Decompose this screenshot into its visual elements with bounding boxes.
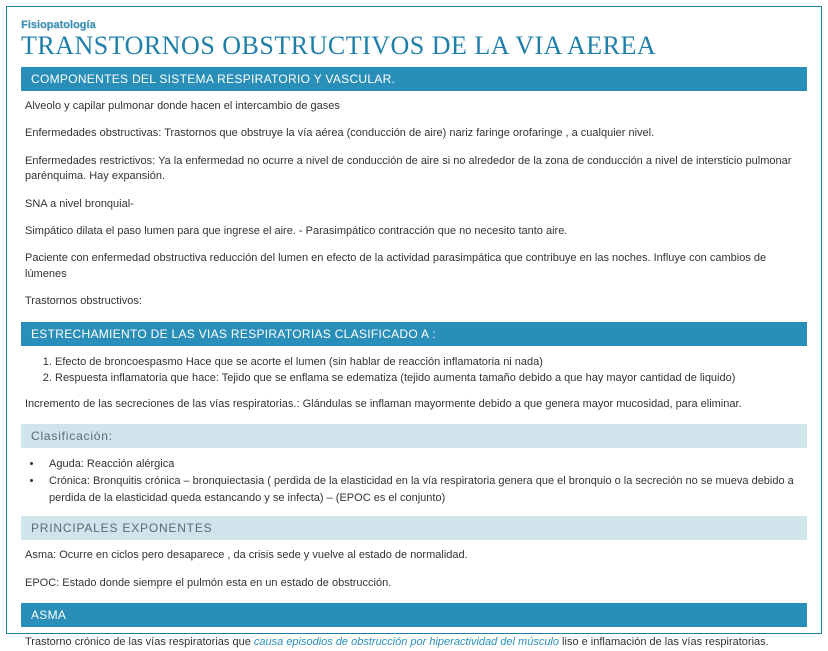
paragraph: EPOC: Estado donde siempre el pulmón est… bbox=[25, 576, 803, 591]
section-header-asma: ASMA bbox=[21, 603, 807, 627]
bullet-list: Aguda: Reacción alérgica Crónica: Bronqu… bbox=[43, 456, 803, 507]
text-span: liso e inflamación de las vías respirato… bbox=[559, 636, 769, 648]
section-header-exponentes: PRINCIPALES EXPONENTES bbox=[21, 516, 807, 540]
paragraph: Enfermedades obstructivas: Trastornos qu… bbox=[25, 126, 803, 141]
main-title: TRANSTORNOS OBSTRUCTIVOS DE LA VIA AEREA bbox=[21, 31, 807, 61]
page-footer: pág. 1 bbox=[25, 616, 49, 627]
paragraph: Trastornos obstructivos: bbox=[25, 294, 803, 309]
paragraph: SNA a nivel bronquial- bbox=[25, 197, 803, 212]
paragraph: Simpático dilata el paso lumen para que … bbox=[25, 224, 803, 239]
paragraph: Incremento de las secreciones de las vía… bbox=[25, 397, 803, 412]
list-item: Efecto de broncoespasmo Hace que se acor… bbox=[55, 354, 803, 371]
document-page: Fisiopatología TRANSTORNOS OBSTRUCTIVOS … bbox=[6, 6, 822, 634]
section-header-componentes: COMPONENTES DEL SISTEMA RESPIRATORIO Y V… bbox=[21, 67, 807, 91]
section-header-estrechamiento: ESTRECHAMIENTO DE LAS VIAS RESPIRATORIAS… bbox=[21, 322, 807, 346]
paragraph-asma: Trastorno crónico de las vías respirator… bbox=[25, 635, 803, 650]
list-item: Aguda: Reacción alérgica bbox=[43, 456, 803, 473]
paragraph: Asma: Ocurre en ciclos pero desaparece ,… bbox=[25, 548, 803, 563]
paragraph: Paciente con enfermedad obstructiva redu… bbox=[25, 251, 803, 282]
italic-span: causa episodios de obstrucción por hiper… bbox=[254, 636, 559, 648]
section-header-clasificacion: Clasificación: bbox=[21, 424, 807, 448]
text-span: Trastorno crónico de las vías respirator… bbox=[25, 636, 254, 648]
paragraph: Enfermedades restrictivos: Ya la enferme… bbox=[25, 154, 803, 185]
ordered-list: Efecto de broncoespasmo Hace que se acor… bbox=[55, 354, 803, 387]
paragraph: Alveolo y capilar pulmonar donde hacen e… bbox=[25, 99, 803, 114]
list-item: Crónica: Bronquitis crónica – bronquiect… bbox=[43, 473, 803, 506]
course-label: Fisiopatología bbox=[21, 19, 807, 31]
list-item: Respuesta inflamatoria que hace: Tejido … bbox=[55, 370, 803, 387]
